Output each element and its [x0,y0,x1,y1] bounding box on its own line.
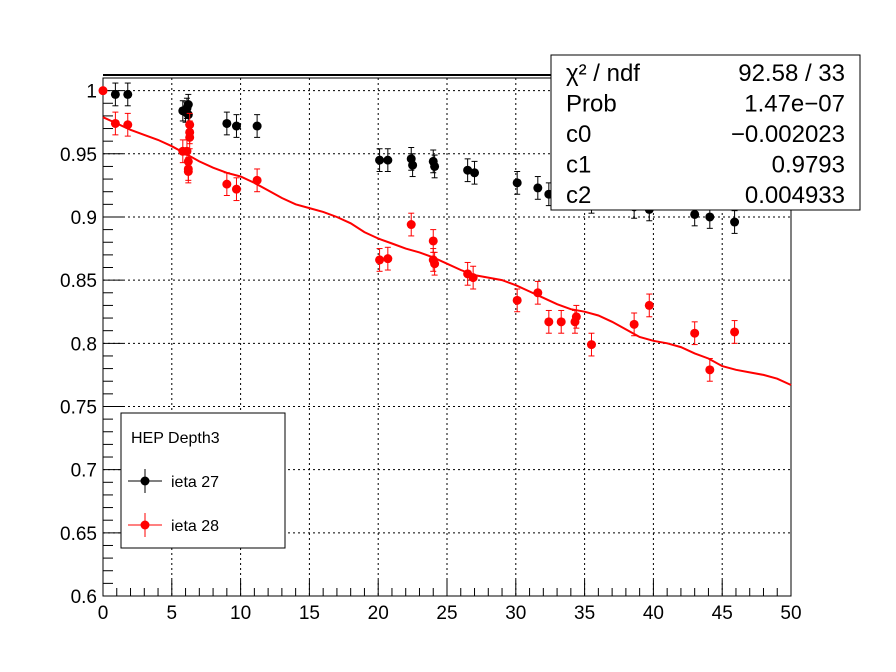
stats-box: χ² / ndf 92.58 / 33 Prob 1.47e−07 c0 −0.00202… [550,54,861,211]
data-point [586,340,596,350]
data-point [123,120,133,130]
data-point [556,317,566,327]
data-point [544,317,554,327]
data-point [705,365,715,375]
x-tick-label: 10 [230,603,251,624]
data-point [375,255,385,265]
data-point [222,118,232,128]
data-point [406,220,416,230]
data-point [644,300,654,310]
data-point [123,89,133,99]
y-tick-label: 0.8 [71,334,97,355]
y-tick-label: 0.9 [71,208,97,229]
data-point [690,209,700,219]
data-point [533,288,543,298]
y-tick-label: 0.95 [60,145,97,166]
data-point [98,86,108,96]
stats-row-value: 92.58 / 33 [738,60,845,87]
x-tick-label: 30 [505,603,526,624]
legend-marker-dot [140,520,150,530]
x-tick-label: 5 [167,603,178,624]
stats-row-value: 1.47e−07 [744,91,845,118]
series-ieta-28 [98,86,740,382]
data-point [705,212,715,222]
data-point [428,236,438,246]
data-point [470,168,480,178]
data-point [383,155,393,165]
data-point [185,120,195,130]
legend-label: ieta 28 [171,518,219,535]
fit-curve [102,116,792,386]
stats-box-frame [550,54,861,211]
y-tick-label: 0.65 [60,524,97,545]
stats-row-label: c1 [566,152,591,179]
stats-row-value: 0.004933 [745,182,845,209]
data-point [730,327,740,337]
data-point [231,121,241,131]
data-point [512,178,522,188]
data-point [252,121,262,131]
legend-label: ieta 27 [171,474,219,491]
data-point [730,217,740,227]
y-tick-label: 0.6 [71,587,97,608]
data-point [430,161,440,171]
data-point [463,165,473,175]
data-point [533,183,543,193]
data-point [571,312,581,322]
data-point [231,184,241,194]
x-tick-label: 50 [780,603,801,624]
data-point [375,155,385,165]
x-tick-label: 40 [643,603,664,624]
x-tick-label: 45 [712,603,733,624]
y-tick-label: 0.85 [60,271,97,292]
stats-row-label: c2 [566,182,591,209]
data-point [690,328,700,338]
y-tick-label: 0.7 [71,461,97,482]
y-tick-label: 1 [86,82,97,103]
data-point [110,118,120,128]
x-tick-label: 35 [574,603,595,624]
data-point [222,179,232,189]
legend-marker-dot [140,476,150,486]
axes: 0 5 10 15 20 25 30 35 40 45 50 0.6 0.65 0.7 0.75 0.8 0.8… [60,82,802,624]
data-point [383,254,393,264]
stats-row-label: χ² / ndf [566,60,640,87]
stats-row-value: 0.9793 [772,152,845,179]
data-point [468,273,478,283]
data-point [512,295,522,305]
stats-row-label: c0 [566,121,591,148]
data-point [110,89,120,99]
x-tick-label: 25 [436,603,457,624]
x-tick-label: 20 [368,603,389,624]
x-tick-label: 15 [299,603,320,624]
stats-row-value: −0.002023 [731,121,845,148]
data-point [183,164,193,174]
legend: HEP Depth3 ieta 27 ieta 28 [120,412,286,549]
legend-header: HEP Depth3 [131,430,220,447]
data-point [430,259,440,269]
stats-row-label: Prob [566,91,617,118]
y-tick-label: 0.75 [60,397,97,418]
data-points [98,82,740,382]
x-tick-label: 0 [98,603,109,624]
data-point [252,175,262,185]
data-point [183,110,193,120]
data-point [408,160,418,170]
data-point [629,319,639,329]
